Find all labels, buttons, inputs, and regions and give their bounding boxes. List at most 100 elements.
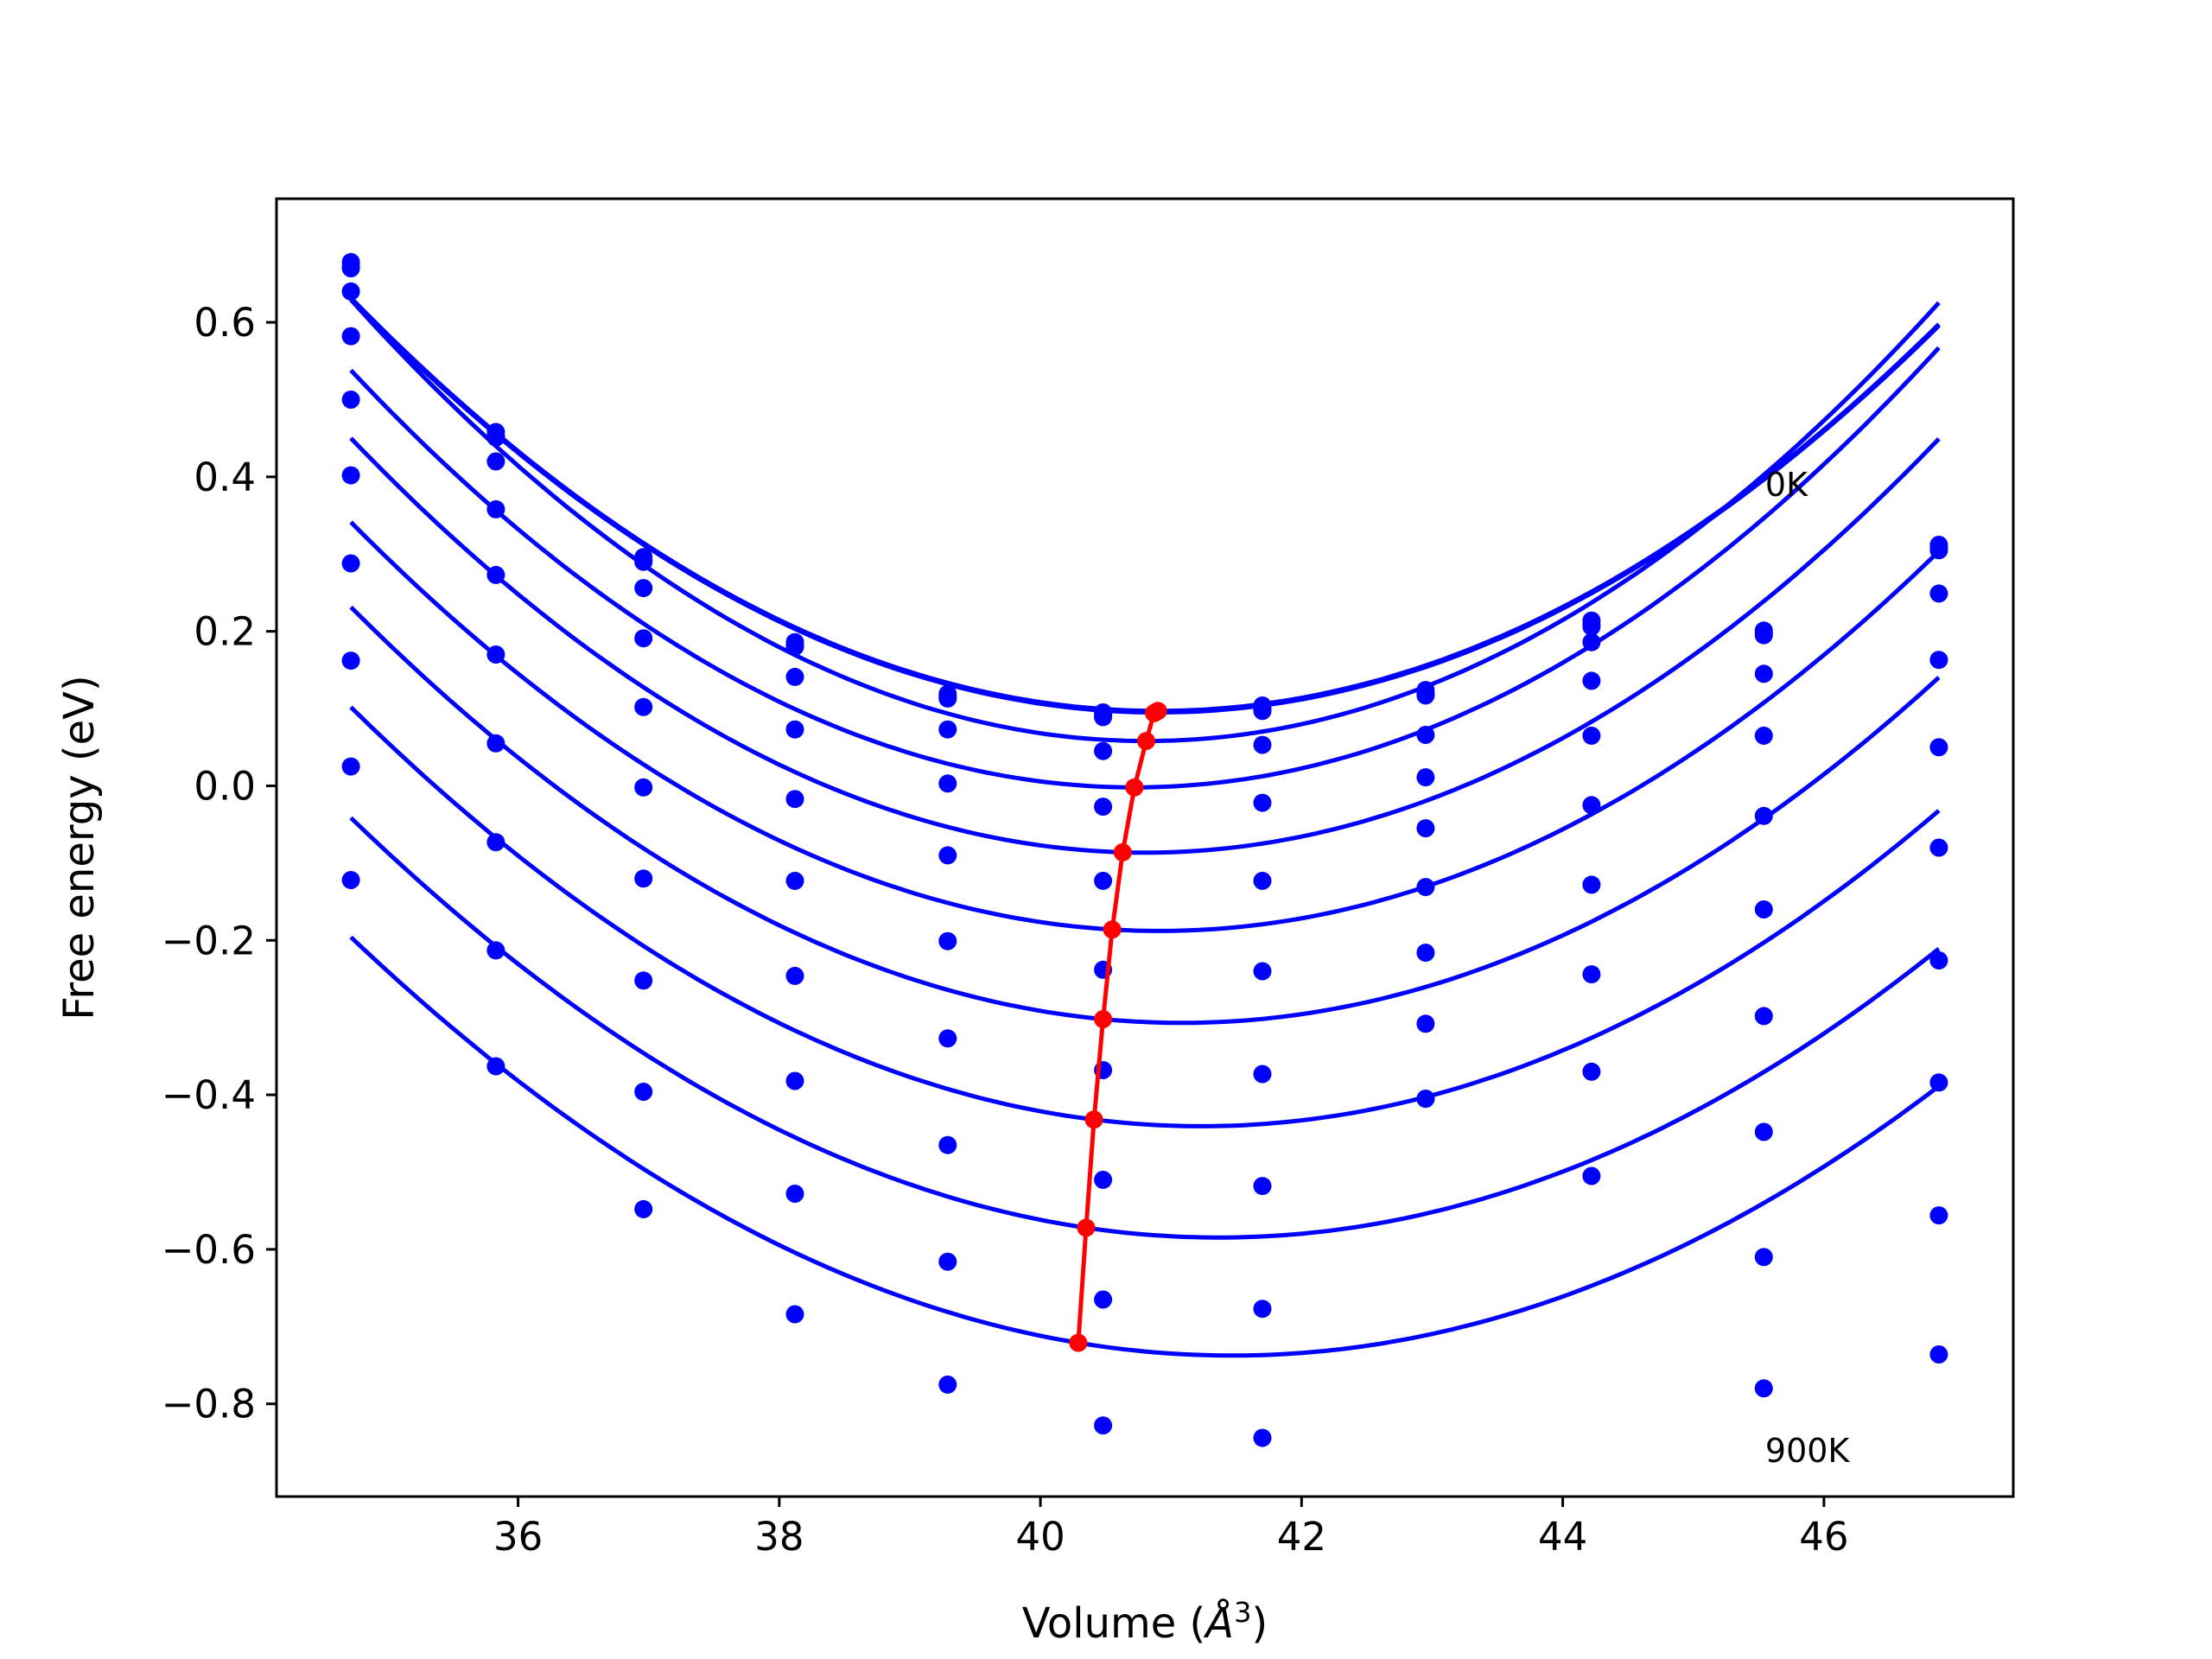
x-tick-label-2: 40 xyxy=(1015,1514,1065,1560)
y-tick-label-4: −0.2 xyxy=(162,918,256,963)
data-point-s5-1 xyxy=(486,565,505,584)
data-point-s5-5 xyxy=(1094,871,1113,890)
x-tick-label-5: 46 xyxy=(1799,1514,1848,1560)
y-tick-label-5: −0.4 xyxy=(162,1072,256,1118)
data-point-s10-10 xyxy=(1929,1345,1948,1363)
data-point-s4-6 xyxy=(1253,793,1272,812)
data-point-s5-0 xyxy=(341,391,360,409)
data-point-s6-6 xyxy=(1253,962,1272,981)
y-tick-label-6: −0.6 xyxy=(162,1227,256,1273)
data-point-s3-0 xyxy=(341,282,360,301)
data-point-s6-0 xyxy=(341,466,360,485)
equilibrium-point-10 xyxy=(1148,702,1167,721)
fit-curves xyxy=(349,296,1941,1358)
fit-curve-7 xyxy=(349,605,1941,1026)
annotation-0k: 0K xyxy=(1765,466,1808,504)
data-point-s7-9 xyxy=(1754,1007,1773,1026)
data-point-s9-9 xyxy=(1754,1248,1773,1267)
data-point-s5-3 xyxy=(785,790,804,809)
data-point-s2-6 xyxy=(1253,702,1272,721)
fit-curve-8 xyxy=(349,705,1941,1128)
y-tick-label-0: 0.6 xyxy=(194,300,256,346)
data-point-s6-9 xyxy=(1754,900,1773,918)
data-point-s4-9 xyxy=(1754,726,1773,745)
data-point-s8-2 xyxy=(634,971,653,990)
data-point-s5-2 xyxy=(634,697,653,716)
data-point-s10-5 xyxy=(1094,1416,1113,1435)
x-tick-label-1: 38 xyxy=(754,1514,804,1560)
fit-curve-5 xyxy=(349,436,1941,855)
data-point-s9-6 xyxy=(1253,1300,1272,1319)
data-point-s9-5 xyxy=(1094,1290,1113,1309)
data-point-s9-8 xyxy=(1582,1062,1601,1081)
y-tick-label-2: 0.2 xyxy=(194,609,256,655)
data-point-s9-1 xyxy=(486,941,505,960)
data-point-s3-6 xyxy=(1253,735,1272,754)
x-axis-ticks: 36 38 40 42 44 46 xyxy=(493,1497,1848,1560)
data-point-s3-8 xyxy=(1582,632,1601,652)
data-point-s10-7 xyxy=(1416,1090,1435,1109)
data-point-s6-3 xyxy=(785,871,804,890)
data-point-s8-10 xyxy=(1929,1073,1948,1092)
data-point-s2-10 xyxy=(1929,541,1948,560)
x-tick-label-0: 36 xyxy=(493,1514,543,1560)
y-tick-label-7: −0.8 xyxy=(162,1382,256,1427)
data-point-s4-4 xyxy=(938,774,957,793)
x-tick-label-3: 42 xyxy=(1277,1514,1326,1560)
equilibrium-point-2 xyxy=(1084,1110,1103,1129)
y-axis-ticks: 0.6 0.4 0.2 0.0 −0.2 −0.4 −0.6 −0.8 xyxy=(162,300,276,1427)
fit-curve-2 xyxy=(349,297,1941,715)
data-point-s7-7 xyxy=(1416,944,1435,963)
data-point-s9-0 xyxy=(341,757,360,776)
y-axis-label: Free energy (eV) xyxy=(55,675,104,1020)
equilibrium-point-1 xyxy=(1077,1218,1096,1237)
data-point-s3-10 xyxy=(1929,584,1948,603)
data-point-s2-9 xyxy=(1754,626,1773,645)
data-point-s6-7 xyxy=(1416,878,1435,897)
data-point-s7-0 xyxy=(341,554,360,573)
data-point-s8-5 xyxy=(1094,1170,1113,1189)
plot-area xyxy=(341,252,1948,1447)
data-point-s2-4 xyxy=(938,689,957,708)
data-point-s4-5 xyxy=(1094,798,1113,817)
data-point-s4-8 xyxy=(1582,671,1601,690)
data-point-s3-7 xyxy=(1416,726,1435,744)
data-point-s10-0 xyxy=(341,871,360,889)
data-point-s4-3 xyxy=(785,720,804,739)
data-point-s8-8 xyxy=(1582,965,1601,984)
data-point-s8-4 xyxy=(938,1135,957,1154)
data-point-s8-9 xyxy=(1754,1122,1773,1141)
data-point-s5-4 xyxy=(938,846,957,865)
plot-frame xyxy=(275,197,2015,1498)
data-point-s7-3 xyxy=(785,966,804,985)
data-point-s5-6 xyxy=(1253,871,1272,890)
y-tick-label-1: 0.4 xyxy=(194,454,256,500)
data-point-s10-2 xyxy=(634,1199,653,1218)
data-point-s7-10 xyxy=(1929,951,1948,969)
data-point-s10-8 xyxy=(1582,1166,1601,1185)
fit-curve-4 xyxy=(349,346,1941,790)
data-point-s5-8 xyxy=(1582,726,1601,745)
data-point-s3-9 xyxy=(1754,664,1773,683)
data-point-s3-5 xyxy=(1094,741,1113,760)
data-point-s10-4 xyxy=(938,1375,957,1394)
data-point-s4-1 xyxy=(486,499,505,518)
data-point-s9-3 xyxy=(785,1185,804,1203)
data-point-s2-7 xyxy=(1416,686,1435,705)
data-point-s2-8 xyxy=(1582,617,1601,636)
data-point-s2-3 xyxy=(785,638,804,656)
data-point-s2-0 xyxy=(341,259,360,277)
data-point-s2-2 xyxy=(634,552,653,571)
data-point-s8-0 xyxy=(341,652,360,671)
data-point-s9-4 xyxy=(938,1252,957,1271)
x-axis-label: Volume (Å3) xyxy=(1022,1596,1268,1648)
data-point-s8-6 xyxy=(1253,1177,1272,1196)
data-point-s9-10 xyxy=(1929,1206,1948,1225)
data-point-s6-10 xyxy=(1929,838,1948,857)
data-point-s10-1 xyxy=(486,1057,505,1076)
data-point-s8-7 xyxy=(1416,1014,1435,1033)
equilibrium-point-0 xyxy=(1069,1333,1088,1352)
data-point-s5-10 xyxy=(1929,738,1948,757)
